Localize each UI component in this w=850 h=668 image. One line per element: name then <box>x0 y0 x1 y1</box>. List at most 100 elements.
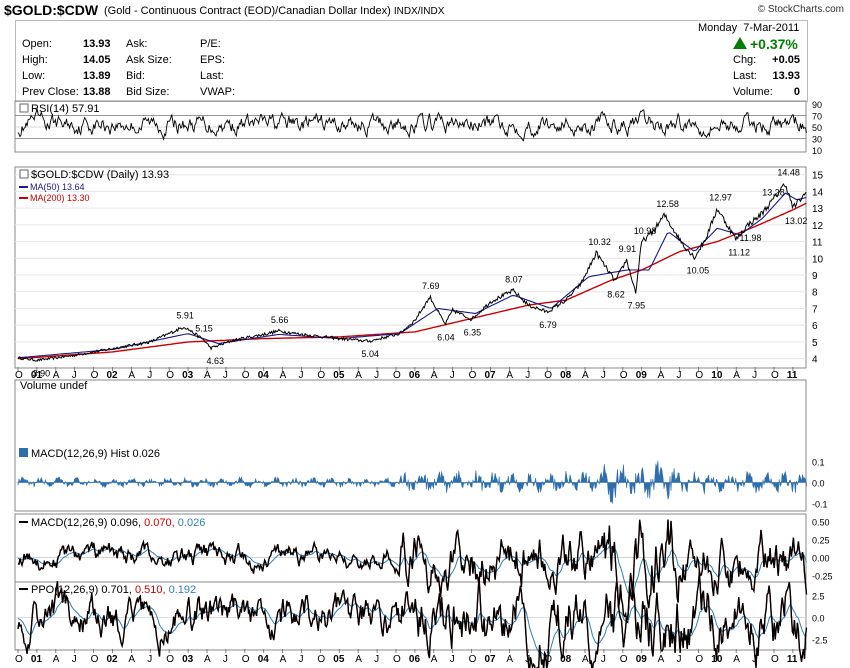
time-axis-label: A <box>204 370 211 381</box>
time-axis-label: O <box>91 654 99 665</box>
macd-hist-label: MACD(12,26,9) Hist 0.026 <box>31 448 160 460</box>
time-axis-label: J <box>147 654 152 665</box>
time-axis-label: J <box>450 370 455 381</box>
time-axis-label: J <box>223 654 228 665</box>
time-axis-label: 03 <box>182 654 194 665</box>
last-label: Last: <box>733 70 757 82</box>
copyright[interactable]: © StockCharts.com <box>757 4 844 15</box>
rsi-legend-icon <box>19 103 29 113</box>
time-axis-label: 07 <box>485 654 497 665</box>
time-axis-label: A <box>204 654 211 665</box>
hist-legend-icon <box>19 448 28 457</box>
time-axis-label: O <box>317 654 325 665</box>
time-axis-label: J <box>601 370 606 381</box>
time-axis-label: J <box>299 370 304 381</box>
time-axis-label: 08 <box>560 370 572 381</box>
price-annotation: 5.04 <box>362 349 380 359</box>
vwap-label: VWAP: <box>200 86 236 98</box>
volume-panel-label: Volume undef <box>20 380 88 392</box>
time-axis-label: 02 <box>107 654 119 665</box>
time-axis-label: O <box>15 654 23 665</box>
ask-label: Ask: <box>126 38 148 50</box>
pe-label: P/E: <box>200 38 221 50</box>
macd-hist-layer: 0.1 0.0 -0.1 <box>15 457 828 510</box>
price-y-tick: 6 <box>812 321 818 332</box>
prev-close-label: Prev Close: <box>22 86 79 98</box>
time-axis-label: O <box>620 370 628 381</box>
price-annotation: 11.98 <box>740 233 762 243</box>
rsi-line <box>17 107 807 142</box>
time-axis-label: A <box>506 370 513 381</box>
ppo-y-tick: 0.0 <box>812 613 825 623</box>
rsi-y-tick: 70 <box>812 112 822 122</box>
time-axis-label: J <box>299 654 304 665</box>
exchange-text: INDX/INDX <box>393 6 445 17</box>
time-axis-label: O <box>469 654 477 665</box>
price-y-tick: 4 <box>812 355 818 366</box>
high-label: High: <box>22 54 48 66</box>
price-annotation: 7.69 <box>422 281 440 291</box>
low-value: 13.89 <box>83 70 111 82</box>
price-annotation: 8.07 <box>505 275 523 285</box>
quote-date: Monday 7-Mar-2011 <box>698 22 799 34</box>
time-axis-label: A <box>355 370 362 381</box>
time-axis-label: O <box>166 654 174 665</box>
rsi-y-tick: 50 <box>812 123 822 133</box>
macd-layer: 0.50 0.25 0.00 -0.25 <box>15 518 833 624</box>
time-axis-label: A <box>431 370 438 381</box>
price-y-tick: 13 <box>812 204 824 215</box>
description-text: (Gold - Continuous Contract (EOD)/Canadi… <box>104 5 391 17</box>
price-y-tick: 14 <box>812 187 824 198</box>
time-axis-label: A <box>128 654 135 665</box>
time-axis-label: O <box>544 370 552 381</box>
macd-label-b: 0.070, <box>144 517 175 529</box>
time-axis-label: A <box>53 370 60 381</box>
chg-label: Chg: <box>733 54 757 66</box>
time-axis-label: O <box>544 654 552 665</box>
prev-close-value: 13.88 <box>83 86 111 98</box>
price-annotation: 4.63 <box>207 356 225 366</box>
time-axis-label: 10 <box>711 654 723 665</box>
bid-label: Bid: <box>126 70 145 82</box>
hist-y-tick: 0.1 <box>812 457 825 467</box>
time-axis-label: 01 <box>31 370 43 381</box>
rsi-y-tick: 30 <box>812 135 822 145</box>
price-y-tick: 10 <box>812 254 824 265</box>
time-axis-label: O <box>317 370 325 381</box>
time-axis-label: O <box>469 370 477 381</box>
time-axis-label: J <box>525 654 530 665</box>
rsi-y-tick: 90 <box>812 100 822 110</box>
price-panel-frame <box>14 166 807 369</box>
ppo-label-c: 0.192 <box>169 584 197 596</box>
ppo-y-tick: 2.5 <box>812 591 825 601</box>
time-axis-label: J <box>374 370 379 381</box>
ppo-y-tick: -2.5 <box>812 635 828 645</box>
open-label: Open: <box>22 38 52 50</box>
macd-label-c: 0.026 <box>178 517 206 529</box>
up-arrow-icon <box>733 37 747 49</box>
time-axis-label: J <box>677 654 682 665</box>
macd-label-a: MACD(12,26,9) 0.096, <box>31 517 141 529</box>
chart-description: (Gold - Continuous Contract (EOD)/Canadi… <box>104 5 444 17</box>
time-axis-label: O <box>91 370 99 381</box>
price-annotation: 5.66 <box>271 315 289 325</box>
time-axis-label: A <box>431 654 438 665</box>
time-axis-label: 05 <box>333 370 345 381</box>
price-y-tick: 12 <box>812 221 824 232</box>
time-axis-label: A <box>582 370 589 381</box>
price-annotation: 8.62 <box>607 289 625 299</box>
ppo-label: PPO(12,26,9) 0.701, 0.510, 0.192 <box>31 584 196 596</box>
macd-histogram-area <box>17 460 807 504</box>
time-axis-label: O <box>771 654 779 665</box>
time-axis-label: A <box>53 654 60 665</box>
ask-size-label: Ask Size: <box>126 54 172 66</box>
time-axis-label: A <box>733 370 740 381</box>
time-axis-label: O <box>242 370 250 381</box>
time-axis-label: J <box>72 654 77 665</box>
price-annotation: 3.90 <box>33 368 51 378</box>
time-axis-label: A <box>280 370 287 381</box>
time-axis-label: J <box>752 654 757 665</box>
time-axis-label: 06 <box>409 654 421 665</box>
time-axis-label: A <box>506 654 513 665</box>
price-y-tick: 7 <box>812 304 818 315</box>
